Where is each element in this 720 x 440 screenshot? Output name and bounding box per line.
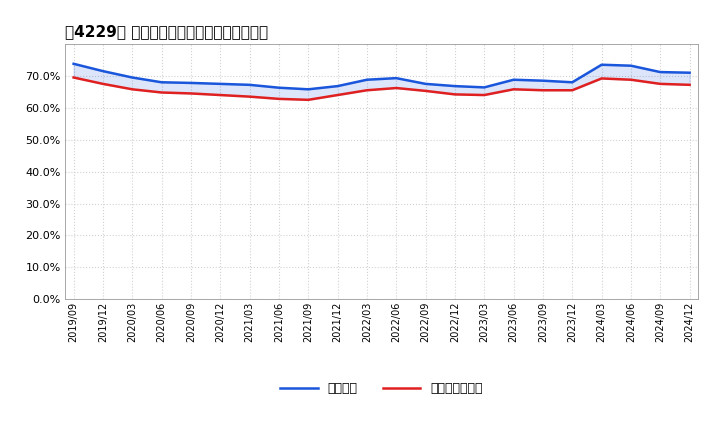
固定比率 — [568, 80, 577, 85]
固定比率 — [598, 62, 606, 67]
固定比率 — [392, 76, 400, 81]
固定長期適合率 — [656, 81, 665, 87]
固定比率 — [157, 80, 166, 85]
固定長期適合率 — [333, 92, 342, 98]
固定長期適合率 — [186, 91, 195, 96]
固定長期適合率 — [568, 88, 577, 93]
固定比率 — [539, 78, 547, 83]
固定長期適合率 — [363, 88, 372, 93]
固定長期適合率 — [598, 76, 606, 81]
固定長期適合率 — [421, 88, 430, 94]
固定長期適合率 — [274, 96, 283, 102]
固定比率 — [656, 70, 665, 75]
固定比率 — [333, 84, 342, 89]
固定長期適合率 — [304, 97, 312, 103]
固定長期適合率 — [69, 75, 78, 80]
固定比率 — [626, 63, 635, 68]
固定長期適合率 — [392, 85, 400, 91]
Legend: 固定比率, 固定長期適合率: 固定比率, 固定長期適合率 — [275, 377, 488, 400]
固定比率 — [363, 77, 372, 82]
固定比率 — [274, 85, 283, 90]
Line: 固定比率: 固定比率 — [73, 64, 690, 89]
固定比率 — [186, 80, 195, 85]
固定長期適合率 — [480, 92, 489, 98]
固定長期適合率 — [509, 87, 518, 92]
固定比率 — [216, 81, 225, 87]
固定長期適合率 — [539, 88, 547, 93]
固定比率 — [304, 87, 312, 92]
固定長期適合率 — [626, 77, 635, 82]
固定比率 — [509, 77, 518, 82]
固定長期適合率 — [451, 92, 459, 97]
固定長期適合率 — [128, 87, 137, 92]
固定比率 — [451, 84, 459, 89]
固定長期適合率 — [99, 81, 107, 87]
固定比率 — [128, 75, 137, 80]
固定比率 — [685, 70, 694, 75]
固定比率 — [69, 61, 78, 66]
固定比率 — [480, 85, 489, 90]
固定比率 — [246, 82, 254, 88]
Line: 固定長期適合率: 固定長期適合率 — [73, 77, 690, 100]
Text: ［4229］ 固定比率、固定長期適合率の推移: ［4229］ 固定比率、固定長期適合率の推移 — [65, 24, 268, 39]
固定比率 — [99, 69, 107, 74]
固定比率 — [421, 81, 430, 87]
固定長期適合率 — [685, 82, 694, 88]
固定長期適合率 — [157, 90, 166, 95]
固定長期適合率 — [246, 94, 254, 99]
固定長期適合率 — [216, 92, 225, 98]
